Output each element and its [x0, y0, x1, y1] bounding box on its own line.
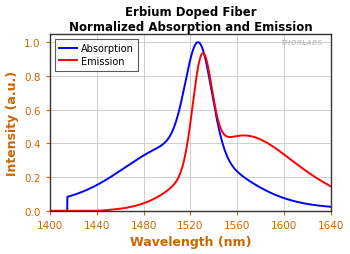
Absorption — [293, 200, 298, 203]
Absorption — [324, 205, 328, 208]
Title: Erbium Doped Fiber
Normalized Absorption and Emission: Erbium Doped Fiber Normalized Absorption… — [69, 6, 312, 34]
Absorption — [196, 41, 200, 44]
Emission — [201, 52, 205, 55]
Absorption — [80, 191, 84, 194]
Text: THORLABS: THORLABS — [281, 40, 323, 46]
Y-axis label: Intensity (a.u.): Intensity (a.u.) — [6, 70, 19, 175]
Emission — [48, 210, 52, 213]
Absorption — [168, 135, 172, 138]
X-axis label: Wavelength (nm): Wavelength (nm) — [130, 235, 251, 248]
Legend: Absorption, Emission: Absorption, Emission — [55, 39, 139, 71]
Emission — [96, 209, 100, 212]
Emission — [293, 162, 298, 165]
Emission — [155, 196, 160, 199]
Absorption — [155, 147, 160, 150]
Line: Absorption: Absorption — [50, 43, 331, 211]
Emission — [329, 185, 333, 188]
Absorption — [329, 205, 333, 209]
Emission — [80, 210, 84, 213]
Line: Emission: Emission — [50, 54, 331, 211]
Emission — [168, 187, 172, 190]
Absorption — [48, 210, 52, 213]
Absorption — [96, 183, 100, 186]
Emission — [324, 182, 328, 185]
